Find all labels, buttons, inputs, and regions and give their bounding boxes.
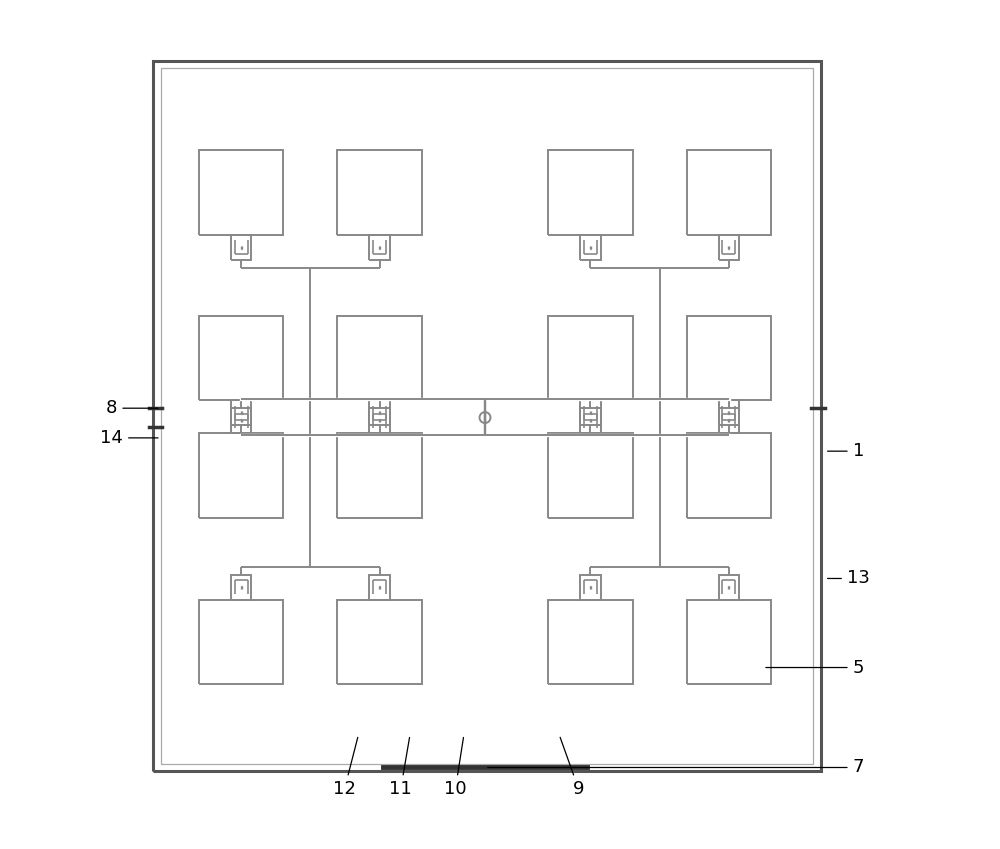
Text: 7: 7 bbox=[488, 758, 864, 777]
Text: 8: 8 bbox=[106, 399, 158, 417]
Text: 11: 11 bbox=[389, 738, 412, 798]
Text: 1: 1 bbox=[828, 442, 864, 460]
Text: 12: 12 bbox=[333, 738, 358, 798]
Text: 10: 10 bbox=[444, 738, 467, 798]
Text: 14: 14 bbox=[100, 429, 158, 447]
Text: 9: 9 bbox=[560, 737, 584, 798]
Text: 13: 13 bbox=[828, 570, 870, 588]
Text: 5: 5 bbox=[766, 659, 864, 677]
